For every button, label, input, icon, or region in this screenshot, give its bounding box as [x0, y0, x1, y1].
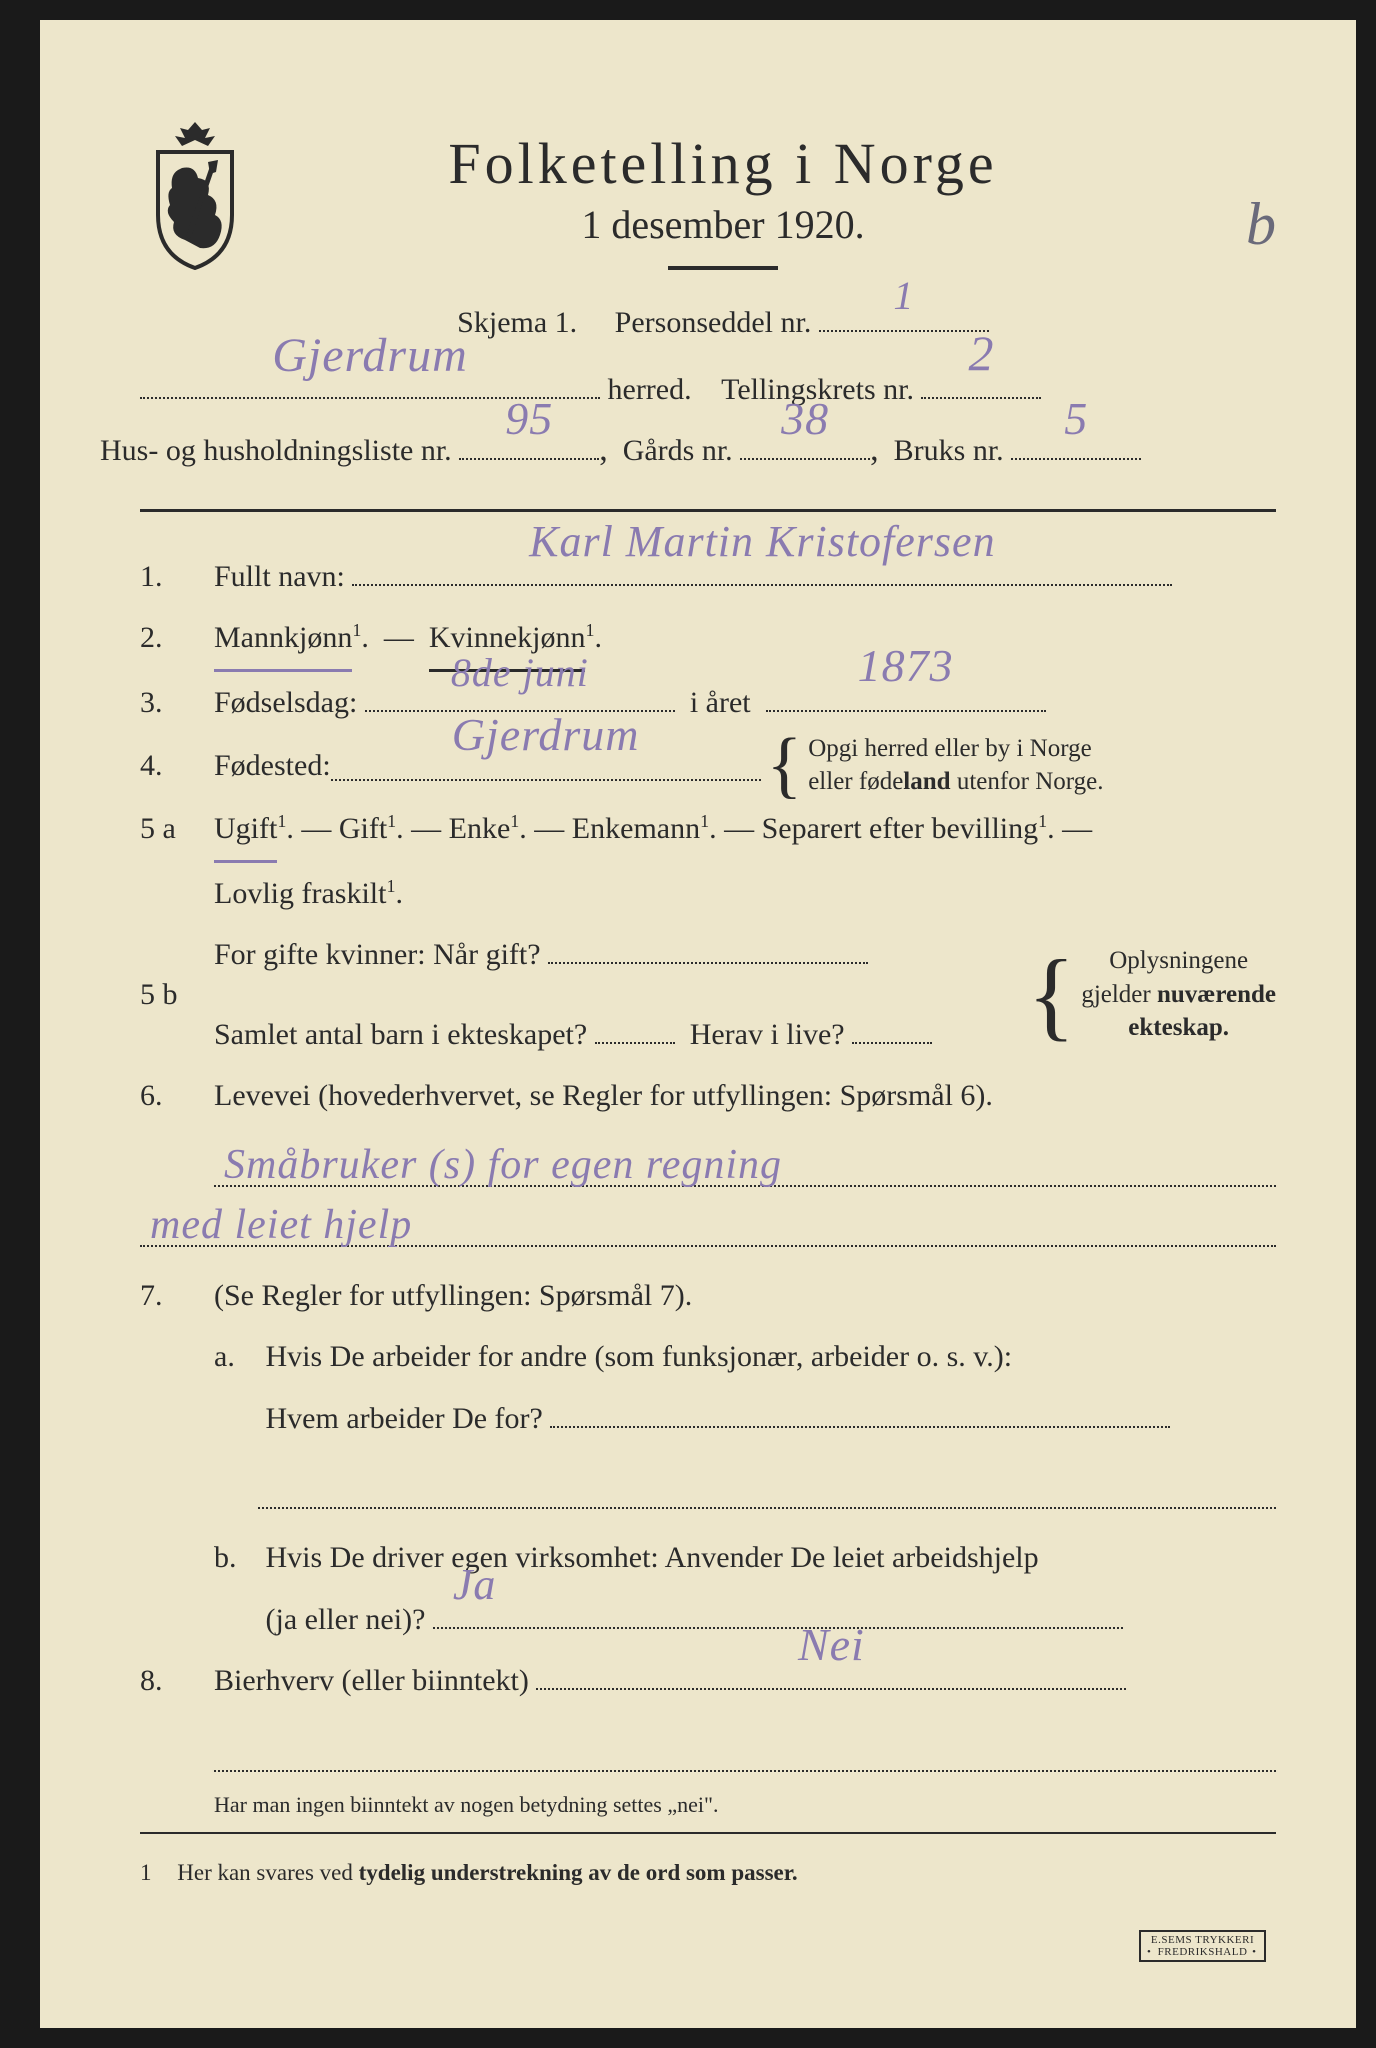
q2-num: 2. [140, 607, 214, 669]
q7-num: 7. [140, 1265, 214, 1327]
q6-num: 6. [140, 1065, 214, 1127]
q8-blank [214, 1730, 1276, 1772]
title-rule [668, 266, 778, 270]
q8-num: 8. [140, 1650, 214, 1712]
q5b-l1: For gifte kvinner: Når gift? [214, 938, 541, 971]
fn-marker: 1 [140, 1860, 152, 1885]
q6-row: 6. Levevei (hovederhvervet, se Regler fo… [140, 1065, 1276, 1127]
q7-label: (Se Regler for utfyllingen: Spørsmål 7). [214, 1279, 692, 1312]
q7a-row2: Hvem arbeider De for? [140, 1388, 1276, 1450]
q4-label: Fødested: [214, 735, 331, 797]
main-title: Folketelling i Norge [290, 130, 1156, 197]
personseddel-label: Personseddel nr. [615, 306, 812, 339]
q1-value: Karl Martin Kristofersen [352, 497, 1172, 587]
gards-label: Gårds nr. [623, 434, 733, 467]
q6-value1: Småbruker (s) for egen regning [214, 1141, 1276, 1189]
q7a-row: a. Hvis De arbeider for andre (som funks… [140, 1326, 1276, 1388]
scan-frame: b Folketelling i Norge 1 desember 1920. … [0, 0, 1376, 2048]
q5b-note: Oplysningene gjelder nuværende ekteskap. [1081, 944, 1276, 1045]
herred-label: herred. [608, 373, 692, 406]
q5b-l2b: Herav i live? [690, 1018, 845, 1051]
q3-num: 3. [140, 672, 214, 734]
q6-value2: med leiet hjelp [140, 1201, 1276, 1249]
footnote-1: 1 Her kan svares ved tydelig understrekn… [140, 1860, 1276, 1886]
q7b-l2: (ja eller nei)? [266, 1603, 426, 1636]
q7-row: 7. (Se Regler for utfyllingen: Spørsmål … [140, 1265, 1276, 1327]
q5b-num: 5 b [140, 964, 214, 1026]
gards-value: 38 [740, 375, 870, 462]
q7a-blank [258, 1467, 1276, 1509]
q5b-l2a: Samlet antal barn i ekteskapet? [214, 1018, 587, 1051]
q6-value-line2: med leiet hjelp [140, 1205, 1276, 1247]
q2-row: 2. Mannkjønn1. — Kvinnekjønn1. [140, 607, 1276, 672]
q7a-l2: Hvem arbeider De for? [266, 1402, 543, 1435]
q1-row: 1. Fullt navn: Karl Martin Kristofersen [140, 546, 1276, 608]
q3-year-value: 1873 [766, 619, 1046, 713]
q7b-letter: b. [214, 1527, 258, 1589]
corner-annotation: b [1246, 190, 1276, 259]
printer-stamp: E.SEMS TRYKKERI • FREDRIKSHALD • [1139, 1930, 1266, 1962]
footer-note: Har man ingen biinntekt av nogen betydni… [214, 1792, 1276, 1818]
q5a-row: 5 a Ugift1. — Gift1. — Enke1. — Enkemann… [140, 798, 1276, 863]
q5a-num: 5 a [140, 798, 214, 860]
q2-mann: Mannkjønn [214, 607, 352, 672]
q1-label: Fullt navn: [214, 560, 345, 593]
q5b-row: 5 b For gifte kvinner: Når gift? Samlet … [140, 924, 1276, 1065]
q5a-separert: Separert efter bevilling [762, 812, 1039, 845]
husliste-label: Hus- og husholdningsliste nr. [100, 434, 452, 467]
q5a-fraskilt: Lovlig fraskilt [214, 877, 386, 910]
q5a-enke: Enke [449, 812, 511, 845]
q6-label: Levevei (hovederhvervet, se Regler for u… [214, 1079, 993, 1112]
q1-num: 1. [140, 546, 214, 608]
q5a-row2: Lovlig fraskilt1. [140, 863, 1276, 925]
q5a-enkemann: Enkemann [572, 812, 700, 845]
husliste-line: Hus- og husholdningsliste nr. 95 , Gårds… [100, 418, 1276, 483]
bruks-label: Bruks nr. [894, 434, 1004, 467]
q6-value-line1: Småbruker (s) for egen regning [214, 1145, 1276, 1187]
q8-row: 8. Bierhverv (eller biinntekt) Nei [140, 1650, 1276, 1712]
q7a-letter: a. [214, 1326, 258, 1388]
husliste-value: 95 [459, 375, 599, 462]
sub-title: 1 desember 1920. [290, 201, 1156, 248]
q4-row: 4. Fødested: Gjerdrum { Opgi herred elle… [140, 733, 1276, 798]
bruks-value: 5 [1011, 375, 1141, 462]
q4-value: Gjerdrum [331, 688, 761, 782]
q5a-ugift: Ugift [214, 798, 277, 863]
q4-note: Opgi herred eller by i Norge eller fødel… [808, 733, 1103, 798]
q5a-gift: Gift [339, 812, 387, 845]
footer-rule [140, 1832, 1276, 1834]
q4-num: 4. [140, 735, 214, 797]
q8-label: Bierhverv (eller biinntekt) [214, 1664, 529, 1697]
q8-value: Nei [536, 1598, 1126, 1692]
q7a-l1: Hvis De arbeider for andre (som funksjon… [266, 1340, 1013, 1373]
coat-of-arms-icon [140, 120, 250, 270]
census-form: b Folketelling i Norge 1 desember 1920. … [40, 20, 1356, 2028]
